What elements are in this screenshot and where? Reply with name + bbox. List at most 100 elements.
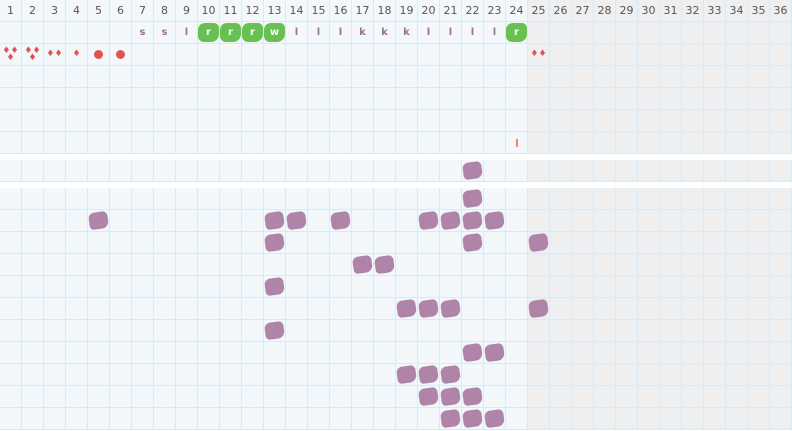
day-cell[interactable]	[198, 408, 220, 430]
day-cell[interactable]	[66, 320, 88, 342]
day-cell[interactable]	[660, 276, 682, 298]
day-cell[interactable]	[308, 132, 330, 154]
day-cell[interactable]	[374, 320, 396, 342]
day-cell[interactable]	[418, 276, 440, 298]
day-cell[interactable]	[308, 364, 330, 386]
day-cell[interactable]	[44, 320, 66, 342]
day-cell[interactable]	[0, 254, 22, 276]
day-cell[interactable]	[682, 298, 704, 320]
day-cell[interactable]	[748, 408, 770, 430]
day-cell[interactable]	[176, 342, 198, 364]
day-cell[interactable]	[462, 364, 484, 386]
day-cell[interactable]	[308, 44, 330, 66]
day-cell[interactable]	[286, 110, 308, 132]
day-cell[interactable]	[704, 210, 726, 232]
day-cell[interactable]	[66, 408, 88, 430]
day-cell[interactable]	[528, 22, 550, 44]
day-cell[interactable]	[374, 66, 396, 88]
day-cell[interactable]	[572, 44, 594, 66]
day-cell[interactable]	[198, 232, 220, 254]
day-cell[interactable]	[770, 254, 792, 276]
day-cell[interactable]	[0, 342, 22, 364]
day-cell[interactable]	[330, 44, 352, 66]
day-cell[interactable]	[660, 342, 682, 364]
day-cell[interactable]	[0, 364, 22, 386]
day-cell[interactable]	[550, 160, 572, 182]
day-cell[interactable]	[198, 44, 220, 66]
day-cell[interactable]	[572, 342, 594, 364]
day-cell[interactable]	[374, 88, 396, 110]
day-cell[interactable]	[154, 254, 176, 276]
day-cell[interactable]	[726, 132, 748, 154]
day-cell[interactable]	[528, 408, 550, 430]
day-cell[interactable]	[572, 210, 594, 232]
day-cell[interactable]: s	[154, 22, 176, 44]
day-cell[interactable]	[132, 386, 154, 408]
day-cell[interactable]	[682, 408, 704, 430]
day-cell[interactable]	[726, 88, 748, 110]
day-cell[interactable]	[572, 298, 594, 320]
day-cell[interactable]	[550, 364, 572, 386]
day-cell[interactable]: k	[396, 22, 418, 44]
day-cell[interactable]	[660, 232, 682, 254]
day-cell[interactable]	[0, 22, 22, 44]
day-cell[interactable]: ♦	[66, 44, 88, 66]
day-cell[interactable]	[638, 276, 660, 298]
day-cell[interactable]	[330, 132, 352, 154]
day-cell[interactable]	[264, 132, 286, 154]
day-cell[interactable]	[242, 160, 264, 182]
day-cell[interactable]	[660, 364, 682, 386]
day-cell[interactable]	[770, 386, 792, 408]
day-cell[interactable]	[22, 386, 44, 408]
day-cell[interactable]	[374, 232, 396, 254]
day-cell[interactable]	[374, 386, 396, 408]
day-cell[interactable]	[594, 210, 616, 232]
day-cell[interactable]	[638, 320, 660, 342]
day-cell[interactable]	[396, 44, 418, 66]
day-cell[interactable]	[704, 132, 726, 154]
day-cell[interactable]	[66, 66, 88, 88]
day-cell[interactable]	[66, 160, 88, 182]
day-cell[interactable]	[263, 210, 286, 232]
day-cell[interactable]	[220, 110, 242, 132]
day-cell[interactable]	[22, 88, 44, 110]
day-cell[interactable]	[132, 232, 154, 254]
day-cell[interactable]	[66, 232, 88, 254]
day-cell[interactable]	[154, 132, 176, 154]
day-cell[interactable]	[594, 22, 616, 44]
day-cell[interactable]	[528, 88, 550, 110]
day-cell[interactable]	[483, 210, 506, 232]
day-cell[interactable]	[704, 22, 726, 44]
day-cell[interactable]	[44, 408, 66, 430]
day-cell[interactable]	[66, 22, 88, 44]
day-cell[interactable]	[682, 44, 704, 66]
day-cell[interactable]	[285, 210, 308, 232]
day-cell[interactable]	[132, 408, 154, 430]
day-cell[interactable]	[352, 66, 374, 88]
day-cell[interactable]: l	[308, 22, 330, 44]
day-cell[interactable]	[132, 342, 154, 364]
day-cell[interactable]	[483, 342, 506, 364]
day-cell[interactable]	[44, 66, 66, 88]
day-cell[interactable]	[22, 364, 44, 386]
day-cell[interactable]	[242, 66, 264, 88]
day-cell[interactable]	[154, 88, 176, 110]
day-cell[interactable]	[594, 110, 616, 132]
day-cell[interactable]	[770, 44, 792, 66]
day-cell[interactable]	[594, 232, 616, 254]
day-cell[interactable]	[638, 88, 660, 110]
day-cell[interactable]	[264, 364, 286, 386]
day-cell[interactable]	[506, 342, 528, 364]
day-cell[interactable]	[220, 320, 242, 342]
day-cell[interactable]	[616, 386, 638, 408]
day-cell[interactable]	[726, 320, 748, 342]
day-cell[interactable]	[22, 342, 44, 364]
day-cell[interactable]	[528, 342, 550, 364]
day-cell[interactable]	[220, 276, 242, 298]
day-cell[interactable]	[44, 210, 66, 232]
day-cell[interactable]	[440, 132, 462, 154]
day-cell[interactable]	[110, 110, 132, 132]
day-cell[interactable]	[638, 232, 660, 254]
day-cell[interactable]	[132, 320, 154, 342]
day-cell[interactable]	[198, 276, 220, 298]
